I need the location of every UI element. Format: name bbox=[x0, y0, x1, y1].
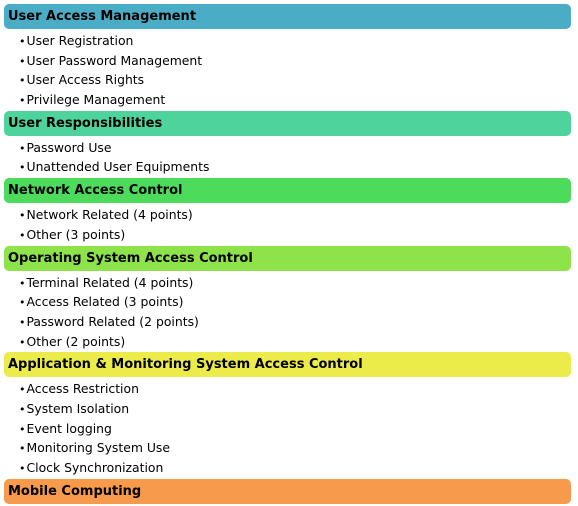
section-header: User Access Management bbox=[4, 4, 571, 29]
section-block: User Access Management •User Registration… bbox=[4, 4, 571, 111]
list-item-label: Access Restriction bbox=[26, 381, 139, 397]
list-item-label: Unattended User Equipments bbox=[26, 159, 210, 175]
list-item-label: User Password Management bbox=[26, 52, 203, 68]
bullet-icon: • bbox=[19, 35, 26, 48]
list-item: •User Access Rights bbox=[19, 70, 571, 90]
section-block: Operating System Access Control •Terminal… bbox=[4, 245, 571, 353]
list-item: •Other (3 points) bbox=[19, 225, 571, 245]
list-item: •Password Related (2 points) bbox=[19, 312, 571, 332]
section-item-list: •Network Related (4 points) •Other (3 poi… bbox=[4, 203, 571, 245]
bullet-icon: • bbox=[19, 383, 26, 397]
bullet-icon: • bbox=[19, 276, 26, 290]
list-item-label: Clock Synchronization bbox=[26, 460, 164, 475]
list-item-label: User Registration bbox=[26, 33, 134, 48]
list-item-label: Password Related (2 points) bbox=[26, 313, 199, 329]
bullet-icon: • bbox=[19, 161, 26, 175]
list-item-label: Monitoring System Use bbox=[26, 440, 171, 456]
list-item-label: Terminal Related (4 points) bbox=[26, 274, 194, 290]
section-block: User Responsibilities •Password Use •Unatt… bbox=[4, 110, 571, 178]
list-item: •Clock Synchronization bbox=[19, 458, 571, 478]
bullet-icon: • bbox=[19, 296, 26, 310]
list-item: •Privilege Management bbox=[19, 90, 571, 110]
bullet-icon: • bbox=[19, 335, 26, 349]
list-item: •Other (2 points) bbox=[19, 332, 571, 352]
list-item-label: Network Related (4 points) bbox=[26, 207, 193, 223]
section-block: Application & Monitoring System Access C… bbox=[4, 352, 571, 478]
list-item: •Terminal Related (4 points) bbox=[19, 273, 571, 293]
list-item: •User Registration bbox=[19, 31, 571, 51]
list-item-label: Privilege Management bbox=[26, 92, 166, 108]
bullet-icon: • bbox=[19, 209, 26, 223]
section-block: Mobile Computing bbox=[4, 478, 571, 504]
section-item-list: •User Registration •User Password Managem… bbox=[4, 29, 571, 111]
list-item-label: System Isolation bbox=[26, 400, 130, 416]
list-item: •System Isolation bbox=[19, 399, 571, 419]
list-item: •Password Use bbox=[19, 138, 571, 158]
list-item: •Event logging bbox=[19, 419, 571, 439]
list-item: •Network Related (4 points) bbox=[19, 205, 571, 225]
list-item-label: Other (2 points) bbox=[26, 333, 126, 349]
access-control-outline: User Access Management •User Registration… bbox=[4, 4, 571, 504]
bullet-icon: • bbox=[19, 94, 26, 108]
bullet-icon: • bbox=[19, 141, 26, 155]
list-item: •Unattended User Equipments bbox=[19, 157, 571, 177]
section-header: Operating System Access Control bbox=[4, 245, 571, 271]
section-item-list: •Access Restriction •System Isolation •Eve… bbox=[4, 377, 571, 478]
list-item-label: Event logging bbox=[26, 420, 112, 436]
bullet-icon: • bbox=[19, 74, 26, 88]
list-item-label: Password Use bbox=[26, 139, 112, 155]
bullet-icon: • bbox=[19, 228, 26, 242]
section-item-list: •Terminal Related (4 points) •Access Rela… bbox=[4, 271, 571, 353]
section-block: Network Access Control •Network Related (… bbox=[4, 178, 571, 245]
list-item: •User Password Management bbox=[19, 51, 571, 71]
bullet-icon: • bbox=[19, 315, 26, 329]
bullet-icon: • bbox=[19, 402, 26, 416]
section-header: Mobile Computing bbox=[4, 478, 571, 504]
list-item: •Access Restriction bbox=[19, 379, 571, 399]
list-item-label: Access Related (3 points) bbox=[26, 294, 184, 310]
bullet-icon: • bbox=[19, 462, 26, 475]
bullet-icon: • bbox=[19, 54, 26, 68]
section-header: User Responsibilities bbox=[4, 110, 571, 136]
section-item-list: •Password Use •Unattended User Equipments bbox=[4, 136, 571, 178]
bullet-icon: • bbox=[19, 442, 26, 456]
section-header: Network Access Control bbox=[4, 178, 571, 204]
list-item-label: User Access Rights bbox=[26, 72, 145, 88]
list-item-label: Other (3 points) bbox=[26, 226, 126, 242]
list-item: •Monitoring System Use bbox=[19, 438, 571, 458]
list-item: •Access Related (3 points) bbox=[19, 292, 571, 312]
section-header: Application & Monitoring System Access C… bbox=[4, 352, 571, 378]
bullet-icon: • bbox=[19, 422, 26, 436]
